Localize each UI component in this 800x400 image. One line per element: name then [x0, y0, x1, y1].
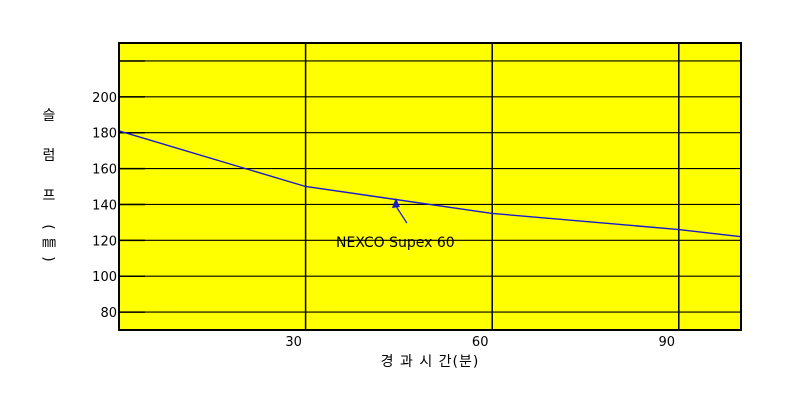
- annotation-arrow-line: [395, 205, 408, 224]
- y-axis-title-char: ㎜: [42, 235, 56, 251]
- y-tick-label: 100: [92, 270, 117, 285]
- y-axis-title-char: 럼: [43, 148, 56, 164]
- y-tick-label: 200: [92, 91, 117, 106]
- y-axis-title-char: 프: [43, 188, 56, 204]
- x-tick-label: 90: [659, 335, 676, 350]
- x-tick-label: 30: [285, 335, 302, 350]
- y-axis-title-char: ): [40, 256, 56, 261]
- y-axis-title-char: 슬: [43, 108, 56, 124]
- annotation-arrowhead: [391, 198, 400, 209]
- annotation: NEXCO Supex 60: [336, 198, 455, 251]
- y-axis-title-char: (: [40, 224, 56, 229]
- annotation-label: NEXCO Supex 60: [336, 235, 455, 251]
- y-tick-label: 140: [92, 198, 117, 213]
- y-ticks: 80 100 120 140 160 180 200: [92, 60, 145, 321]
- plot-area: [119, 43, 741, 330]
- series-line: [118, 130, 742, 238]
- y-tick-label: 120: [92, 234, 117, 249]
- x-tick-label: 60: [472, 335, 489, 350]
- x-axis-title: 경 과 시 간(분): [381, 354, 480, 370]
- y-tick-label: 160: [92, 163, 117, 178]
- y-tick-label: 80: [100, 306, 117, 321]
- x-ticks: 30 60 90: [285, 335, 675, 350]
- plot-frame: [118, 42, 742, 331]
- series-lines: [118, 130, 742, 238]
- y-tick-label: 180: [92, 127, 117, 142]
- grid-lines: [119, 43, 741, 330]
- y-axis-title: 슬럼프 ( ㎜): [40, 108, 56, 262]
